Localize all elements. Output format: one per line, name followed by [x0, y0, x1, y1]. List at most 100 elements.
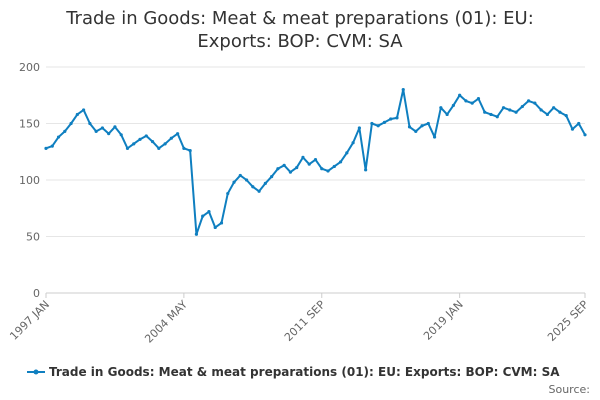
data-point[interactable] [326, 169, 330, 173]
data-point[interactable] [395, 116, 399, 120]
y-gridlines [46, 66, 585, 294]
x-tick-label: 2019 JAN [421, 298, 466, 343]
data-point[interactable] [94, 129, 98, 134]
data-point[interactable] [56, 135, 61, 139]
data-point[interactable] [176, 132, 180, 136]
data-point[interactable] [520, 104, 524, 109]
y-tick-label: 50 [26, 231, 40, 244]
data-point[interactable] [539, 108, 543, 112]
data-point[interactable] [577, 121, 581, 126]
data-point[interactable] [88, 121, 92, 126]
data-point[interactable] [257, 189, 261, 193]
data-point[interactable] [345, 151, 349, 155]
data-point[interactable] [163, 142, 167, 146]
data-point[interactable] [44, 146, 48, 150]
data-point[interactable] [382, 120, 387, 124]
series-line-group [44, 88, 587, 236]
data-point[interactable] [545, 112, 550, 117]
data-point[interactable] [238, 173, 242, 178]
data-point[interactable] [82, 108, 86, 112]
data-point[interactable] [564, 113, 568, 118]
data-point[interactable] [113, 125, 117, 129]
data-point[interactable] [338, 160, 343, 164]
data-point[interactable] [451, 103, 455, 108]
data-point[interactable] [75, 112, 79, 117]
data-point[interactable] [150, 139, 155, 144]
data-point[interactable] [476, 97, 481, 101]
data-point[interactable] [426, 121, 430, 126]
data-point[interactable] [107, 132, 111, 136]
data-point[interactable] [432, 135, 437, 139]
data-point[interactable] [100, 126, 105, 130]
data-point[interactable] [194, 232, 199, 236]
chart-title-line-1: Trade in Goods: Meat & meat preparations… [65, 8, 534, 29]
data-point[interactable] [50, 144, 54, 148]
data-point[interactable] [508, 108, 512, 112]
data-point[interactable] [182, 146, 186, 150]
data-point[interactable] [470, 101, 474, 105]
legend[interactable]: Trade in Goods: Meat & meat preparations… [27, 365, 560, 379]
data-point[interactable] [420, 124, 424, 128]
data-point[interactable] [263, 181, 267, 185]
data-point[interactable] [489, 112, 493, 117]
data-point[interactable] [483, 110, 487, 114]
data-point[interactable] [276, 167, 280, 171]
data-point[interactable] [533, 101, 537, 105]
data-point[interactable] [414, 129, 418, 134]
data-point[interactable] [125, 146, 130, 150]
data-point[interactable] [332, 164, 336, 169]
data-point[interactable] [270, 175, 274, 179]
data-point[interactable] [295, 165, 299, 170]
data-point[interactable] [207, 210, 211, 214]
series-line [45, 88, 586, 236]
data-point[interactable] [219, 221, 224, 225]
data-point[interactable] [69, 121, 73, 126]
x-tick-label: 2025 SEP [545, 298, 591, 344]
data-point[interactable] [119, 133, 123, 137]
data-point[interactable] [370, 121, 374, 126]
data-point[interactable] [376, 124, 380, 128]
data-point[interactable] [501, 106, 506, 110]
data-point[interactable] [364, 168, 368, 172]
data-point[interactable] [401, 88, 405, 92]
chart-title: Trade in Goods: Meat & meat preparations… [65, 8, 534, 52]
data-point[interactable] [458, 93, 462, 97]
data-point[interactable] [552, 106, 556, 110]
data-point[interactable] [226, 191, 230, 196]
legend-marker [33, 369, 39, 375]
data-point[interactable] [188, 149, 192, 153]
y-tick-label: 150 [19, 118, 40, 131]
data-point[interactable] [169, 136, 173, 140]
data-point[interactable] [351, 141, 355, 145]
data-point[interactable] [570, 127, 575, 131]
data-point[interactable] [244, 178, 249, 182]
data-point[interactable] [320, 167, 324, 171]
data-point[interactable] [307, 162, 311, 166]
data-point[interactable] [495, 115, 499, 119]
y-tick-label: 200 [19, 61, 40, 74]
data-point[interactable] [138, 137, 142, 141]
data-point[interactable] [251, 185, 255, 189]
data-point[interactable] [232, 180, 236, 184]
data-point[interactable] [389, 117, 393, 121]
data-point[interactable] [288, 170, 293, 174]
data-point[interactable] [558, 110, 562, 114]
data-point[interactable] [201, 214, 205, 218]
data-point[interactable] [301, 155, 305, 159]
data-point[interactable] [132, 142, 136, 146]
data-point[interactable] [357, 126, 361, 130]
data-point[interactable] [439, 106, 443, 110]
data-point[interactable] [63, 129, 67, 134]
data-point[interactable] [157, 146, 161, 150]
data-point[interactable] [526, 99, 531, 103]
data-point[interactable] [313, 158, 318, 162]
data-point[interactable] [407, 125, 412, 129]
data-point[interactable] [464, 99, 468, 103]
data-point[interactable] [583, 133, 587, 137]
data-point[interactable] [144, 134, 148, 138]
data-point[interactable] [282, 163, 286, 167]
data-point[interactable] [445, 112, 449, 117]
data-point[interactable] [514, 110, 518, 114]
data-point[interactable] [213, 225, 217, 230]
